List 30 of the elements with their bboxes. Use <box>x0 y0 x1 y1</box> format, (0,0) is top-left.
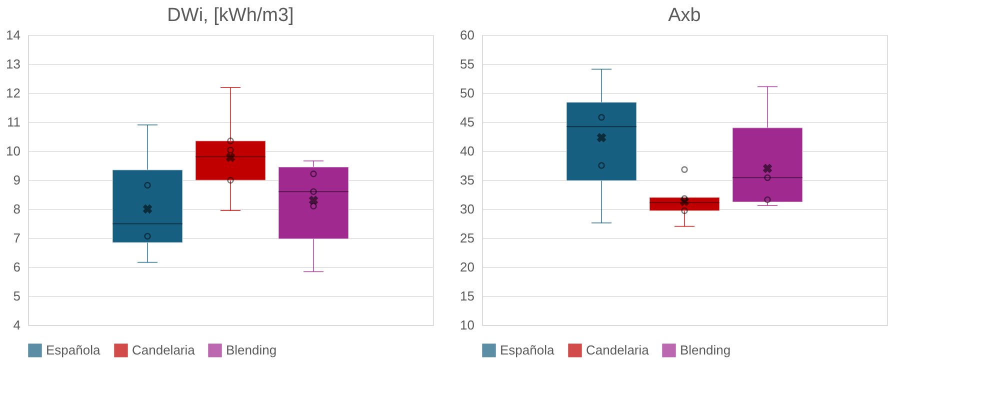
y-tick-label: 15 <box>460 288 474 304</box>
y-tick-label: 11 <box>7 114 20 130</box>
legend-label: Candelaria <box>586 342 650 358</box>
y-tick-label: 55 <box>460 56 474 72</box>
legend-label: Candelaria <box>132 342 196 358</box>
y-tick-label: 7 <box>13 230 20 246</box>
y-tick-label: 8 <box>13 202 20 216</box>
y-tick-label: 13 <box>6 56 20 72</box>
y-tick-label: 50 <box>460 86 474 100</box>
y-tick-label: 20 <box>460 260 474 274</box>
y-tick-label: 25 <box>460 230 474 246</box>
y-tick-label: 40 <box>460 144 474 158</box>
y-tick-label: 45 <box>460 114 474 130</box>
legend-label: Española <box>500 342 555 358</box>
y-tick-label: 10 <box>6 144 20 158</box>
chart-title: DWi, [kWh/m3] <box>167 5 294 26</box>
y-tick-label: 30 <box>460 202 474 216</box>
y-tick-label: 35 <box>460 172 474 188</box>
legend-label: Blending <box>226 342 277 358</box>
y-tick-label: 9 <box>13 172 20 188</box>
y-tick-label: 14 <box>6 28 20 42</box>
y-tick-label: 5 <box>13 288 20 304</box>
chart-title: Axb <box>668 5 701 26</box>
legend-label: Española <box>46 342 101 358</box>
y-tick-label: 6 <box>13 260 20 274</box>
y-tick-label: 10 <box>460 318 474 332</box>
legend-label: Blending <box>680 342 731 358</box>
y-tick-label: 4 <box>13 318 20 332</box>
y-tick-label: 12 <box>6 86 20 100</box>
y-tick-label: 60 <box>460 28 474 42</box>
